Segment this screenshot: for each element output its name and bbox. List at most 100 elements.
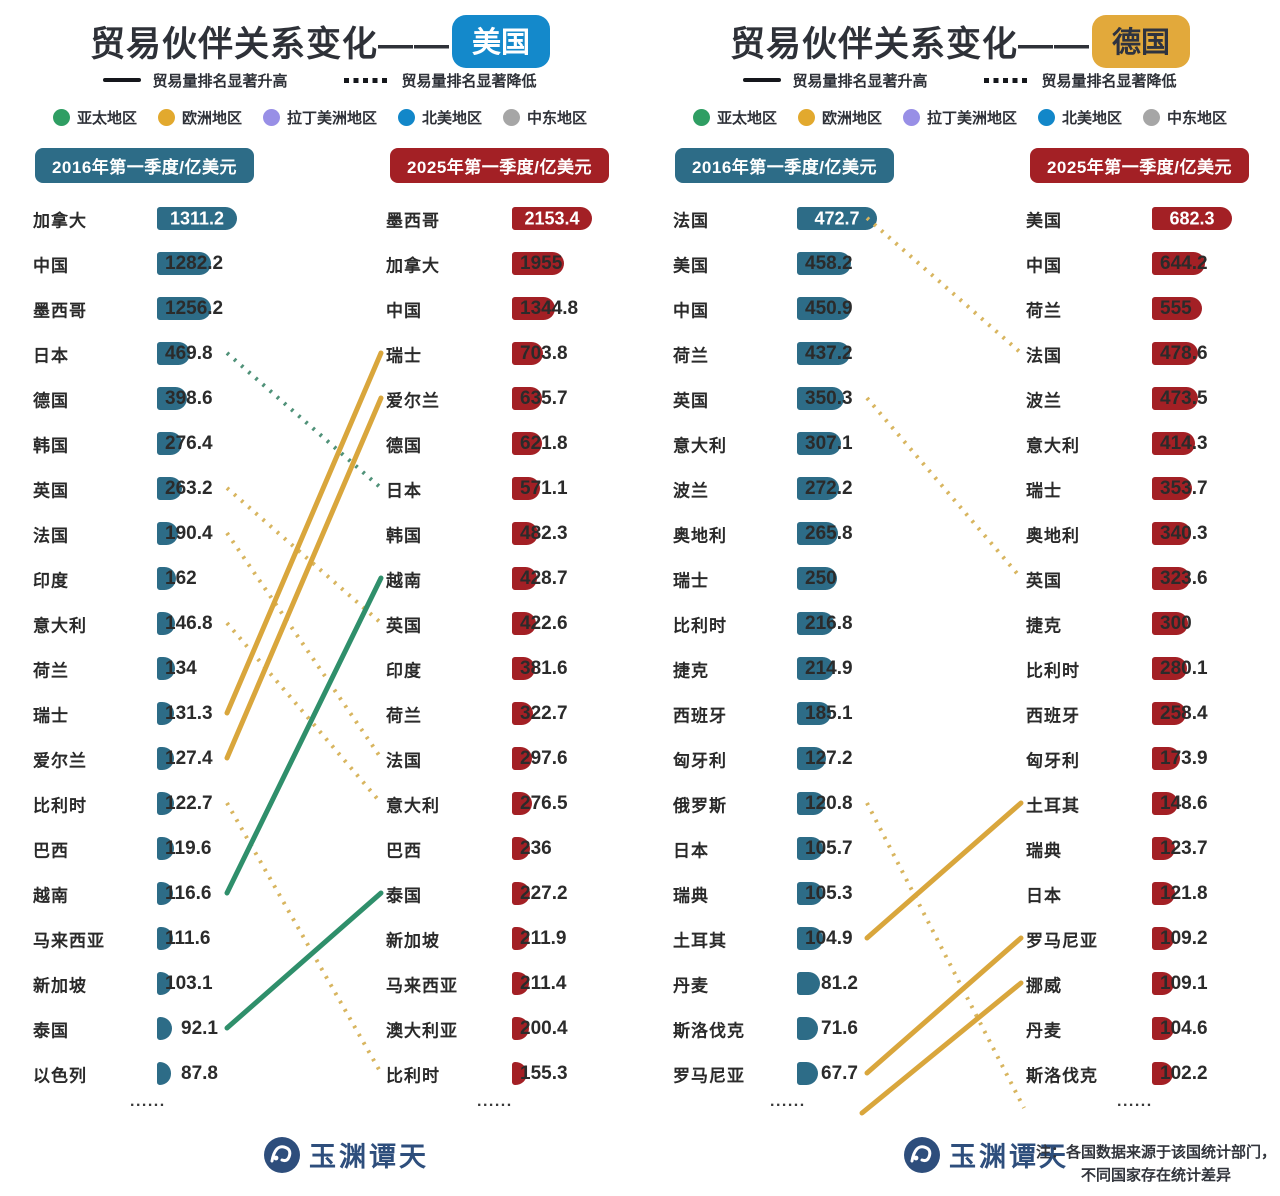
value-bar [512,477,540,500]
value-text: 1282.2 [165,252,224,274]
country-label: 美国 [673,256,709,275]
value-text: 92.1 [181,1017,218,1039]
value-bar [512,567,537,590]
value-text: 109.1 [1160,972,1208,994]
column-header-germany-2016: 2016年第一季度/亿美元 [675,148,894,183]
value-bar [512,1017,529,1040]
value-text: 340.3 [1160,522,1208,544]
value-text: 216.8 [805,612,853,634]
country-row: 巴西 119.6 [33,826,373,871]
country-row: 马来西亚 111.6 [33,916,373,961]
country-label: 日本 [33,346,69,365]
value-text: 134 [165,657,197,679]
country-label: 西班牙 [1026,706,1080,725]
value-text: 469.8 [165,342,213,364]
value-text: 105.3 [805,882,853,904]
value-bar [157,837,174,860]
value-bar [512,702,533,725]
ellipsis-usa-2016: ...... [130,1093,166,1110]
dotted-line-icon [343,77,391,83]
value-bar [157,297,211,320]
country-row: 越南 428.7 [386,556,726,601]
value-text: 81.2 [821,972,858,994]
column-header-usa-2016: 2016年第一季度/亿美元 [35,148,254,183]
value-bar [157,252,211,275]
value-bar [1152,477,1192,500]
country-label: 瑞士 [1026,481,1062,500]
value-text: 127.2 [805,747,853,769]
value-bar [797,927,823,950]
country-row: 挪威 109.1 [1026,961,1280,1006]
country-row: 中国 450.9 [673,286,1013,331]
legend-region-apac: 亚太地区 [692,107,777,128]
country-label: 瑞典 [1026,841,1062,860]
value-bar [797,612,834,635]
value-bar [512,972,529,995]
value-bar [157,657,175,680]
country-row: 德国 398.6 [33,376,373,421]
country-label: 荷兰 [1026,301,1062,320]
value-bar [1152,567,1190,590]
value-text: 119.6 [165,837,212,859]
country-label: 西班牙 [673,706,727,725]
logo: 玉渊谭天 [263,1135,429,1174]
value-text: 200.4 [520,1017,568,1039]
country-row: 瑞士 131.3 [33,691,373,736]
country-label: 丹麦 [673,976,709,995]
value-bar [797,432,841,455]
value-text: 300 [1160,612,1192,634]
country-row: 比利时 216.8 [673,601,1013,646]
note-line-1: 注：各国数据来源于该国统计部门， [1035,1144,1276,1161]
country-label: 中国 [673,301,709,320]
line-legend-usa: 贸易量排名显著升高 贸易量排名显著降低 [0,67,640,93]
country-label: 印度 [33,571,69,590]
country-row: 爱尔兰 635.7 [386,376,726,421]
value-bar [1152,747,1180,770]
legend-rank-down: 贸易量排名显著降低 [983,70,1177,91]
region-legend-usa: 亚太地区 欧洲地区 拉丁美洲地区 北美地区 中东地区 [0,104,640,130]
country-row: 斯洛伐克 71.6 [673,1006,1013,1051]
value-text: 105.7 [805,837,853,859]
country-row: 英国 323.6 [1026,556,1280,601]
country-label: 英国 [33,481,69,500]
country-label: 罗马尼亚 [673,1066,745,1085]
country-row: 丹麦 104.6 [1026,1006,1280,1051]
value-text: 67.7 [821,1062,858,1084]
value-bar [797,657,834,680]
ellipsis-germany-2025: ...... [1117,1093,1153,1110]
country-label: 泰国 [33,1021,69,1040]
value-text: 276.4 [165,432,213,454]
value-bar [1152,612,1188,635]
value-bar [1152,927,1174,950]
value-bar [157,927,173,950]
value-bar [157,612,175,635]
country-row: 法国 478.6 [1026,331,1280,376]
country-label: 斯洛伐克 [1026,1066,1098,1085]
value-text: 322.7 [520,702,568,724]
country-label: 英国 [386,616,422,635]
country-label: 比利时 [673,616,727,635]
country-label: 瑞士 [386,346,422,365]
value-bar [797,207,877,230]
country-row: 丹麦 81.2 [673,961,1013,1006]
legend-rank-down-label: 贸易量排名显著降低 [401,72,537,90]
country-row: 英国 350.3 [673,376,1013,421]
value-bar [512,612,536,635]
value-text: 162 [165,567,197,589]
country-label: 挪威 [1026,976,1062,995]
region-dot-icon [1143,108,1161,126]
country-label: 日本 [1026,886,1062,905]
value-bar [512,792,532,815]
value-text: 109.2 [1160,927,1208,949]
value-text: 263.2 [165,477,213,499]
country-label: 比利时 [386,1066,440,1085]
solid-line-icon [743,78,782,82]
country-row: 意大利 307.1 [673,421,1013,466]
region-dot-icon [398,108,415,126]
value-bar [157,1062,171,1085]
value-text: 472.7 [814,208,860,228]
note-line-2: 不同国家存在统计差异 [1080,1166,1231,1184]
country-label: 墨西哥 [33,301,87,320]
legend-region-europe: 欧洲地区 [797,107,882,128]
country-row: 法国 190.4 [33,511,373,556]
